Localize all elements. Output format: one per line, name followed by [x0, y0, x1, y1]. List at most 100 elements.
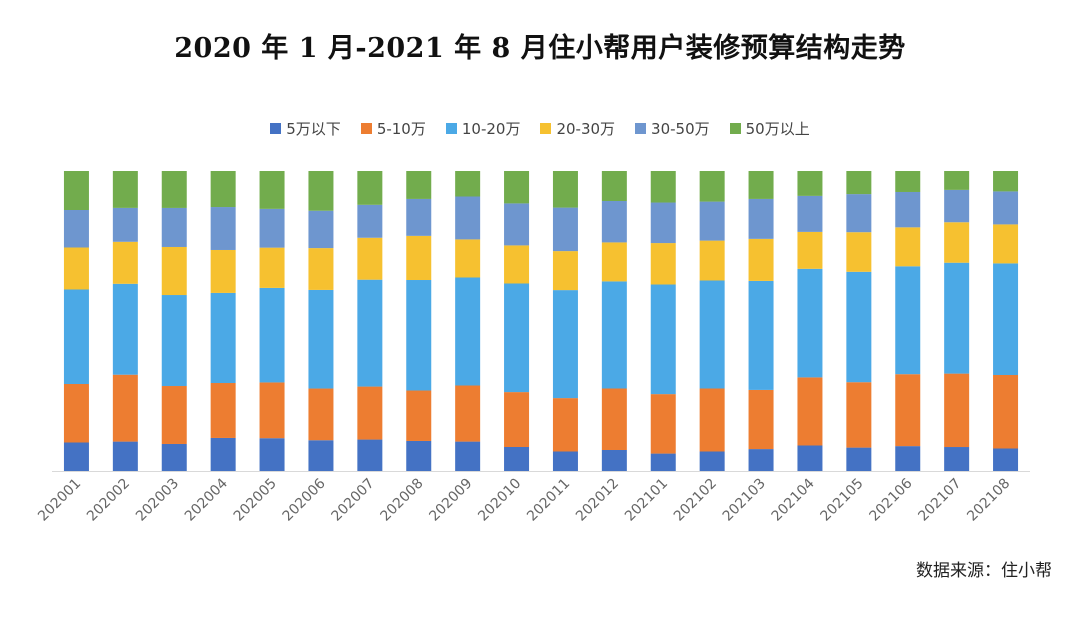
bar-segment	[63, 289, 89, 384]
x-tick-label: 202007	[329, 476, 378, 525]
x-tick-label: 202005	[231, 476, 280, 525]
bar-segment	[504, 203, 530, 246]
x-tick-label: 202004	[182, 475, 231, 524]
x-tick-label: 202011	[524, 476, 573, 525]
bar-segment	[259, 208, 285, 248]
bar-segment	[259, 287, 285, 383]
x-tick-label: 202105	[818, 476, 867, 525]
bar-segment	[699, 201, 725, 241]
bar-segment	[846, 382, 872, 448]
bar-segment	[944, 171, 970, 190]
bar-segment	[748, 449, 774, 471]
bar-segment	[161, 443, 187, 471]
bar-segment	[748, 238, 774, 281]
bar-segment	[650, 171, 676, 203]
bar-segment	[455, 385, 481, 442]
bar-segment	[161, 295, 187, 387]
legend-swatch	[445, 123, 457, 134]
bar-segment	[112, 241, 138, 284]
bar-segment	[406, 440, 432, 471]
bar-segment	[161, 171, 187, 208]
bar-segment	[895, 266, 921, 375]
legend-item: 5万以下	[270, 118, 341, 139]
bar-segment	[846, 271, 872, 383]
bar-segment	[650, 243, 676, 285]
legend-item: 30-50万	[635, 118, 710, 139]
bar-segment	[308, 210, 334, 249]
bar-segment	[504, 171, 530, 204]
bar-segment	[210, 207, 236, 250]
bar-segment	[357, 386, 383, 440]
bar-segment	[406, 198, 432, 236]
bar-segment	[601, 450, 627, 471]
bar-segment	[944, 447, 970, 471]
bar-segment	[308, 289, 334, 389]
bar-segment	[699, 280, 725, 389]
x-tick-label: 202003	[133, 476, 182, 525]
bar-segment	[699, 451, 725, 471]
bar-segment	[308, 388, 334, 441]
legend-swatch	[360, 123, 372, 134]
bar-segment	[944, 189, 970, 223]
bar-segment	[504, 283, 530, 393]
bar-segment	[455, 239, 481, 278]
x-tick-label: 202008	[377, 476, 426, 525]
bar-segment	[748, 171, 774, 199]
bar-segment	[846, 232, 872, 272]
bar-segment	[504, 392, 530, 447]
bar-segment	[112, 171, 138, 208]
bar-segment	[944, 262, 970, 374]
bar-segment	[161, 386, 187, 444]
x-tick-label: 202002	[84, 476, 133, 525]
legend-item: 50万以上	[729, 118, 810, 139]
x-tick-label: 202009	[426, 476, 475, 525]
bar-segment	[797, 171, 823, 196]
legend-label: 5-10万	[376, 120, 426, 138]
legend-label: 30-50万	[651, 120, 710, 138]
bar-segment	[210, 249, 236, 293]
bar-segment	[406, 171, 432, 199]
bar-segment	[63, 171, 89, 210]
legend-label: 50万以上	[745, 120, 810, 138]
bar-segment	[993, 375, 1019, 449]
bar-segment	[895, 374, 921, 447]
bar-segment	[210, 171, 236, 208]
bar-segment	[112, 207, 138, 242]
bar-segment	[357, 204, 383, 238]
bar-segment	[63, 384, 89, 443]
bar-segment	[308, 248, 334, 290]
bar-segment	[650, 453, 676, 471]
x-tick-label: 202006	[280, 475, 329, 524]
bar-segment	[650, 394, 676, 454]
bar-segment	[406, 390, 432, 441]
bar-segment	[357, 171, 383, 205]
bar-segment	[259, 171, 285, 209]
bar-segment	[357, 237, 383, 280]
bar-segment	[259, 247, 285, 288]
bar-segment	[699, 388, 725, 452]
bar-segment	[63, 442, 89, 471]
bar-segment	[895, 171, 921, 192]
legend-swatch	[270, 123, 282, 134]
bar-segment	[308, 440, 334, 471]
bar-segment	[552, 251, 578, 291]
bar-segment	[406, 280, 432, 391]
bar-segment	[895, 191, 921, 228]
data-source-label: 数据来源：住小帮	[916, 561, 1052, 581]
bar-segment	[552, 171, 578, 208]
bar-segment	[504, 245, 530, 284]
x-tick-label: 202107	[915, 476, 964, 525]
bar-segment	[797, 195, 823, 232]
bar-segment	[601, 201, 627, 243]
x-tick-label: 202108	[964, 476, 1013, 525]
bar-segment	[63, 247, 89, 290]
legend-swatch	[540, 123, 552, 134]
bar-segment	[601, 242, 627, 282]
bar-segment	[161, 246, 187, 296]
bar-segment	[552, 398, 578, 452]
bar-segment	[406, 235, 432, 280]
bar-segment	[112, 441, 138, 471]
bar-segment	[601, 281, 627, 389]
chart-legend: 5万以下 5-10万 10-20万 20-30万 30-50万 50万以上	[0, 118, 1080, 139]
bar-segment	[552, 290, 578, 399]
